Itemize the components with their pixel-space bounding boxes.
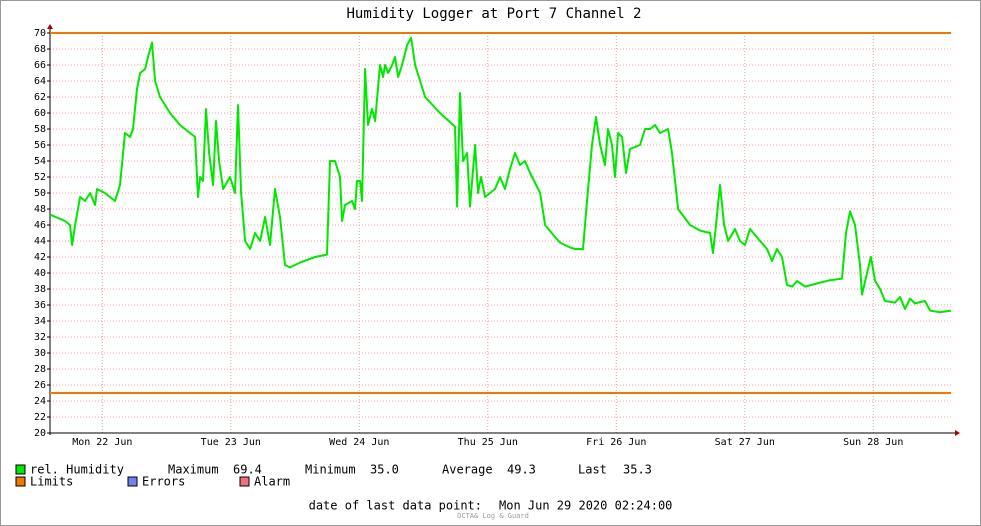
x-tick-label: Fri 26 Jun bbox=[586, 437, 646, 448]
y-tick-label: 34 bbox=[34, 316, 46, 327]
footer-value: Mon Jun 29 2020 02:24:00 bbox=[499, 499, 672, 513]
y-tick-label: 40 bbox=[34, 268, 46, 279]
y-axis-arrow bbox=[47, 24, 53, 29]
x-tick-label: Sat 27 Jun bbox=[715, 437, 775, 448]
y-tick-label: 62 bbox=[34, 92, 46, 103]
y-tick-label: 52 bbox=[34, 172, 46, 183]
y-tick-label: 38 bbox=[34, 284, 46, 295]
y-tick-label: 46 bbox=[34, 220, 46, 231]
y-tick-label: 36 bbox=[34, 300, 46, 311]
legend-label: Errors bbox=[142, 475, 185, 489]
legend-label: rel. Humidity bbox=[30, 463, 124, 477]
stat-label: Minimum bbox=[305, 463, 356, 477]
y-tick-label: 58 bbox=[34, 124, 46, 135]
data-line bbox=[49, 36, 952, 314]
y-tick-label: 28 bbox=[34, 364, 46, 375]
stat-value: 35.0 bbox=[370, 463, 399, 477]
chart-title: Humidity Logger at Port 7 Channel 2 bbox=[346, 6, 641, 22]
y-tick-label: 60 bbox=[34, 108, 46, 119]
watermark: OCTA& Log & Guard bbox=[457, 512, 529, 520]
footer-label: date of last data point: bbox=[309, 499, 482, 513]
y-tick-label: 66 bbox=[34, 60, 46, 71]
y-tick-label: 56 bbox=[34, 140, 46, 151]
x-tick-label: Tue 23 Jun bbox=[201, 437, 261, 448]
y-tick-label: 68 bbox=[34, 44, 46, 55]
x-axis-arrow bbox=[955, 430, 960, 436]
x-tick-label: Thu 25 Jun bbox=[458, 437, 518, 448]
x-tick-label: Wed 24 Jun bbox=[329, 437, 389, 448]
stat-value: 35.3 bbox=[623, 463, 652, 477]
legend-swatch bbox=[15, 464, 26, 475]
stat-label: Last bbox=[578, 463, 607, 477]
y-tick-label: 32 bbox=[34, 332, 46, 343]
stat-value: 69.4 bbox=[233, 463, 262, 477]
y-tick-label: 20 bbox=[34, 428, 46, 439]
stat-label: Average bbox=[442, 463, 493, 477]
stat-value: 49.3 bbox=[507, 463, 536, 477]
y-tick-label: 44 bbox=[34, 236, 46, 247]
y-tick-label: 22 bbox=[34, 412, 46, 423]
y-tick-label: 42 bbox=[34, 252, 46, 263]
y-tick-label: 30 bbox=[34, 348, 46, 359]
y-tick-label: 26 bbox=[34, 380, 46, 391]
legend-label: Alarm bbox=[254, 475, 290, 489]
legend-swatch bbox=[15, 476, 26, 487]
x-tick-label: Mon 22 Jun bbox=[72, 437, 132, 448]
y-tick-label: 70 bbox=[34, 28, 46, 39]
y-tick-label: 24 bbox=[34, 396, 46, 407]
y-tick-label: 48 bbox=[34, 204, 46, 215]
y-tick-label: 54 bbox=[34, 156, 46, 167]
legend-swatch bbox=[239, 476, 250, 487]
x-tick-label: Sun 28 Jun bbox=[843, 437, 903, 448]
legend-swatch bbox=[127, 476, 138, 487]
stat-label: Maximum bbox=[168, 463, 219, 477]
legend-label: Limits bbox=[30, 475, 73, 489]
y-tick-label: 50 bbox=[34, 188, 46, 199]
y-tick-label: 64 bbox=[34, 76, 46, 87]
